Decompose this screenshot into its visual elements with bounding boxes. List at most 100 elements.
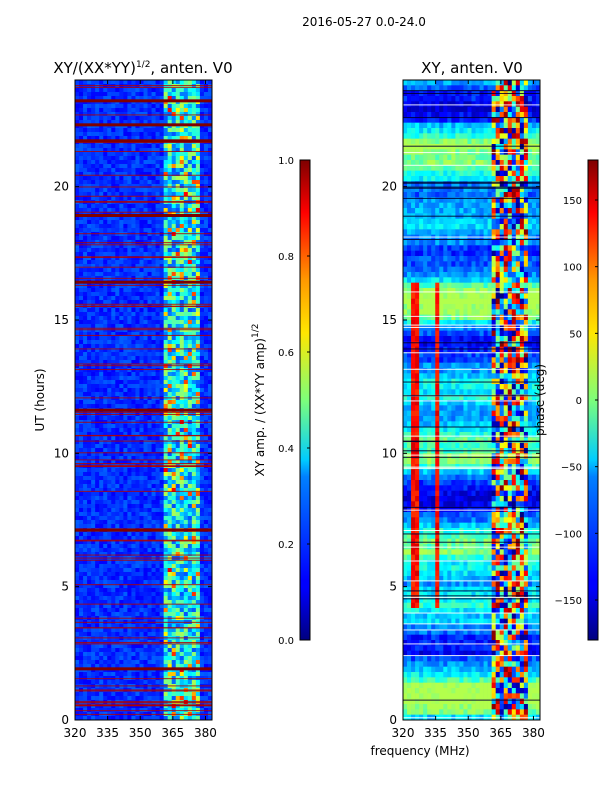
left-heatmap-cell <box>179 568 185 573</box>
left-heatmap-cell <box>135 560 140 565</box>
left-heatmap-cell <box>187 104 193 109</box>
left-heatmap-cell <box>195 252 201 257</box>
left-heatmap-cell <box>167 216 173 221</box>
left-heatmap-cell <box>91 384 96 389</box>
left-heatmap-cell <box>195 444 201 449</box>
left-heatmap-cell <box>195 216 201 221</box>
left-heatmap-cell <box>103 432 108 437</box>
left-heatmap-cell <box>95 544 100 549</box>
left-heatmap-cell <box>135 488 140 493</box>
left-heatmap-cell <box>119 532 124 537</box>
left-heatmap-cell <box>159 120 164 125</box>
left-heatmap-cell <box>83 120 88 125</box>
left-heatmap-cell <box>143 380 148 385</box>
left-heatmap-cell <box>159 92 164 97</box>
left-heatmap-cell <box>123 548 128 553</box>
left-heatmap-cell <box>111 608 116 613</box>
left-heatmap-cell <box>79 664 84 669</box>
left-heatmap-cell <box>147 224 152 229</box>
left-heatmap-cell <box>187 244 193 249</box>
left-heatmap-cell <box>135 356 140 361</box>
left-heatmap-cell <box>159 216 164 221</box>
left-heatmap-cell <box>167 580 173 585</box>
left-heatmap-cell <box>87 116 92 121</box>
left-heatmap-cell <box>167 476 173 481</box>
left-heatmap-cell <box>119 360 124 365</box>
left-heatmap-cell <box>115 568 120 573</box>
left-heatmap-cell <box>139 220 144 225</box>
left-heatmap-cell <box>135 168 140 173</box>
left-heatmap-cell <box>179 352 185 357</box>
left-heatmap-cell <box>207 644 213 649</box>
left-heatmap-cell <box>99 444 104 449</box>
left-heatmap-cell <box>199 544 205 549</box>
left-heatmap-cell <box>123 92 128 97</box>
left-heatmap-cell <box>87 664 92 669</box>
left-heatmap-cell <box>119 260 124 265</box>
left-heatmap-cell <box>147 272 152 277</box>
left-heatmap-cell <box>119 584 124 589</box>
left-heatmap-cell <box>127 260 132 265</box>
left-heatmap-cell <box>171 112 177 117</box>
left-heatmap-cell <box>143 500 148 505</box>
left-heatmap-cell <box>191 604 197 609</box>
left-heatmap-cell <box>135 524 140 529</box>
left-heatmap-cell <box>207 520 213 525</box>
left-heatmap-cell <box>159 632 164 637</box>
left-heatmap-cell <box>135 132 140 137</box>
left-heatmap-cell <box>111 468 116 473</box>
left-heatmap-cell <box>167 500 173 505</box>
left-heatmap-cell <box>139 664 144 669</box>
left-heatmap-cell <box>139 180 144 185</box>
left-heatmap-cell <box>175 356 181 361</box>
left-heatmap-cell <box>159 500 164 505</box>
left-heatmap-cell <box>103 268 108 273</box>
left-heatmap-cell <box>195 572 201 577</box>
left-heatmap-cell <box>75 108 80 113</box>
left-heatmap-cell <box>195 404 201 409</box>
left-heatmap-cell <box>187 320 193 325</box>
left-heatmap-cell <box>91 564 96 569</box>
left-heatmap-cell <box>203 596 209 601</box>
left-heatmap-cell <box>179 260 185 265</box>
left-heatmap-cell <box>139 264 144 269</box>
left-heatmap-cell <box>191 460 197 465</box>
left-heatmap-cell <box>203 176 209 181</box>
left-heatmap-cell <box>95 488 100 493</box>
left-heatmap-cell <box>79 508 84 513</box>
left-heatmap-cell <box>99 104 104 109</box>
left-heatmap-cell <box>119 208 124 213</box>
left-heatmap-cell <box>187 216 193 221</box>
left-heatmap-cell <box>171 648 177 653</box>
left-heatmap-cell <box>171 236 177 241</box>
left-heatmap-cell <box>107 404 112 409</box>
left-heatmap-cell <box>119 564 124 569</box>
left-heatmap-cell <box>183 548 189 553</box>
left-heatmap-cell <box>171 116 177 121</box>
left-heatmap-cell <box>107 244 112 249</box>
left-heatmap-cell <box>131 208 136 213</box>
left-heatmap-cell <box>99 628 104 633</box>
left-heatmap-cell <box>191 180 197 185</box>
left-heatmap-cell <box>103 480 108 485</box>
left-heatmap-cell <box>139 580 144 585</box>
left-heatmap-cell <box>163 480 168 485</box>
left-heatmap-cell <box>127 604 132 609</box>
left-heatmap-cell <box>151 192 156 197</box>
left-heatmap-cell <box>79 96 84 101</box>
left-heatmap-cell <box>91 148 96 153</box>
left-heatmap-cell <box>175 588 181 593</box>
left-heatmap-cell <box>187 660 193 665</box>
left-heatmap-cell <box>135 404 140 409</box>
left-heatmap-cell <box>79 552 84 557</box>
left-heatmap-cell <box>135 652 140 657</box>
left-heatmap-cell <box>187 404 193 409</box>
left-heatmap-cell <box>207 320 213 325</box>
left-heatmap-cell <box>95 324 100 329</box>
left-heatmap-cell <box>91 172 96 177</box>
left-heatmap-cell <box>155 164 160 169</box>
left-heatmap-cell <box>127 300 132 305</box>
left-heatmap-cell <box>119 132 124 137</box>
left-heatmap-cell <box>79 536 84 541</box>
left-heatmap-cell <box>143 224 148 229</box>
